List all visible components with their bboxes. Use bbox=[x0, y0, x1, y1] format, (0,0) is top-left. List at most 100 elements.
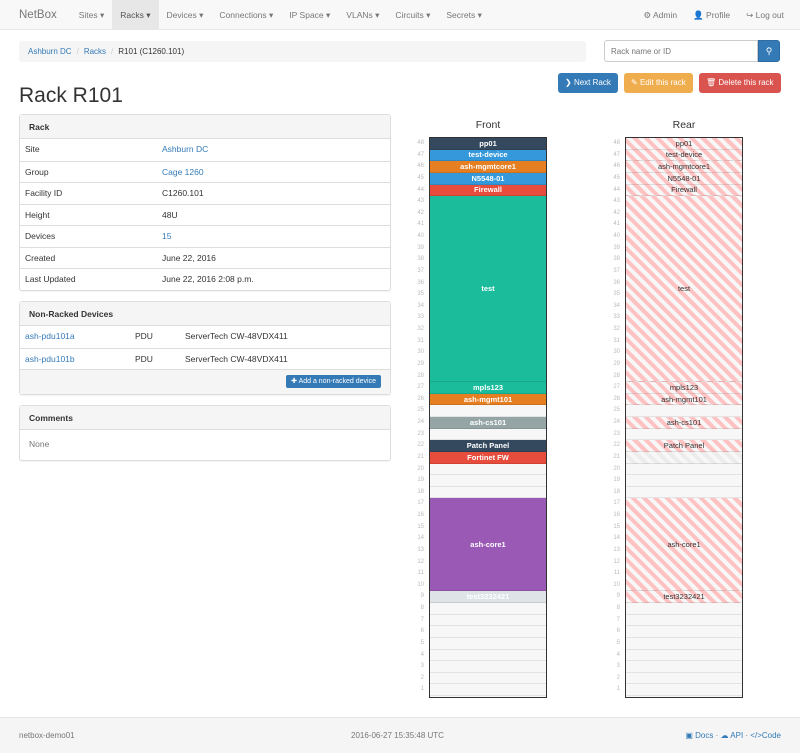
docs-link[interactable]: ▣ Docs bbox=[685, 731, 714, 740]
front-device[interactable]: test3232421 bbox=[430, 591, 546, 603]
front-unit-7 bbox=[430, 615, 546, 627]
caret-down-icon: ▾ bbox=[323, 9, 331, 20]
front-unit-5 bbox=[430, 638, 546, 650]
rear-unit-8 bbox=[626, 603, 742, 615]
comments-panel: Comments None bbox=[19, 405, 391, 461]
page-title: Rack R101 bbox=[19, 84, 123, 107]
front-device[interactable]: Patch Panel bbox=[430, 440, 546, 452]
front-device[interactable]: Firewall bbox=[430, 184, 546, 197]
rack-attr-row: Group Cage 1260 bbox=[20, 160, 390, 183]
front-device[interactable]: mpls123 bbox=[430, 382, 546, 394]
nav-devices[interactable]: Devices ▾ bbox=[166, 9, 204, 20]
nav-ip-space[interactable]: IP Space ▾ bbox=[289, 9, 331, 20]
unit-number: 8 bbox=[420, 605, 424, 611]
nav-connections[interactable]: Connections ▾ bbox=[219, 9, 274, 20]
unit-number: 5 bbox=[420, 639, 424, 646]
unit-number: 23 bbox=[417, 430, 424, 437]
front-device[interactable]: test bbox=[430, 196, 546, 383]
rear-device[interactable]: mpls123 bbox=[626, 382, 742, 394]
front-device[interactable]: ash-cs101 bbox=[430, 417, 546, 429]
unit-number: 36 bbox=[417, 279, 424, 286]
caret-down-icon: ▾ bbox=[266, 9, 274, 20]
nav-admin[interactable]: ⚙ Admin bbox=[635, 0, 685, 30]
front-unit-8 bbox=[430, 603, 546, 615]
rear-device[interactable]: N5548-01 bbox=[626, 172, 742, 185]
device-role: PDU bbox=[135, 353, 153, 364]
caret-down-icon: ▾ bbox=[423, 9, 431, 20]
front-device[interactable]: ash-mgmt101 bbox=[430, 393, 546, 406]
unit-number: 10 bbox=[417, 581, 424, 588]
nav-vlans[interactable]: VLANs ▾ bbox=[346, 9, 380, 20]
rear-device[interactable]: ash-cs101 bbox=[626, 417, 742, 429]
next-rack-button[interactable]: ❯ Next Rack bbox=[558, 73, 618, 93]
rear-device[interactable]: test-device bbox=[626, 149, 742, 162]
brand-logo[interactable]: NetBox bbox=[19, 8, 57, 21]
nav-racks[interactable]: Racks ▾ bbox=[112, 0, 159, 30]
unit-number: 12 bbox=[613, 558, 620, 565]
unit-number: 1 bbox=[616, 686, 620, 693]
unit-number: 18 bbox=[417, 488, 424, 495]
cloud-icon: ☁ bbox=[720, 731, 731, 740]
rear-device[interactable]: ash-core1 bbox=[626, 498, 742, 592]
unit-number: 9 bbox=[616, 593, 620, 600]
rear-device[interactable]: test bbox=[626, 196, 742, 383]
rack-front: pp01 test-device ash-mgmtcore1 N5548-01 Fire… bbox=[429, 137, 547, 698]
device-link[interactable]: ash-pdu101a bbox=[25, 331, 75, 341]
front-device[interactable]: N5548-01 bbox=[430, 172, 546, 185]
unit-number: 37 bbox=[417, 267, 424, 274]
code-link[interactable]: </>Code bbox=[750, 731, 781, 740]
rear-device[interactable]: ash-mgmtcore1 bbox=[626, 161, 742, 173]
nav-log-out[interactable]: ↪ Log out bbox=[738, 0, 792, 30]
code-icon: </> bbox=[750, 731, 762, 740]
breadcrumb-racks[interactable]: Racks bbox=[83, 47, 107, 56]
rear-unit-1 bbox=[626, 684, 742, 696]
front-device[interactable]: ash-mgmtcore1 bbox=[430, 161, 546, 173]
rear-unit-23 bbox=[626, 429, 742, 441]
unit-number: 32 bbox=[417, 326, 424, 332]
delete-rack-button[interactable]: 🗑 Delete this rack bbox=[699, 73, 781, 93]
unit-number: 25 bbox=[613, 407, 620, 414]
add-nonracked-device-button[interactable]: ✚ Add a non-racked device bbox=[286, 375, 381, 388]
front-device[interactable]: pp01 bbox=[430, 138, 546, 150]
attr-value[interactable]: Ashburn DC bbox=[162, 144, 209, 154]
unit-number: 40 bbox=[417, 233, 424, 239]
attr-value[interactable]: 15 bbox=[162, 231, 172, 241]
unit-number: 47 bbox=[417, 151, 424, 158]
rear-device[interactable] bbox=[626, 451, 742, 464]
breadcrumb-current: R101 (C1260.101) bbox=[118, 47, 185, 56]
unit-number: 29 bbox=[417, 360, 424, 367]
rear-device[interactable]: test3232421 bbox=[626, 591, 742, 603]
nav-sites[interactable]: Sites ▾ bbox=[78, 9, 105, 20]
nav-profile[interactable]: 👤 Profile bbox=[685, 0, 738, 30]
api-link[interactable]: ☁ API bbox=[720, 731, 744, 740]
unit-number: 24 bbox=[417, 419, 424, 425]
unit-number: 22 bbox=[613, 442, 620, 449]
unit-number: 6 bbox=[616, 628, 620, 635]
unit-number: 23 bbox=[613, 430, 620, 437]
front-device[interactable]: ash-core1 bbox=[430, 498, 546, 592]
rear-device[interactable]: ash-mgmt101 bbox=[626, 393, 742, 406]
search-button[interactable]: ⚲ bbox=[758, 40, 780, 62]
unit-number: 31 bbox=[613, 337, 620, 344]
caret-down-icon: ▾ bbox=[97, 9, 105, 20]
unit-number: 1 bbox=[420, 686, 424, 693]
rear-device[interactable]: pp01 bbox=[626, 138, 742, 150]
nav-circuits[interactable]: Circuits ▾ bbox=[395, 9, 431, 20]
chevron-right-icon: ❯ bbox=[565, 78, 574, 87]
unit-number: 9 bbox=[420, 593, 424, 600]
nav-label: Log out bbox=[755, 9, 784, 20]
unit-number: 25 bbox=[417, 407, 424, 414]
rear-device[interactable]: Firewall bbox=[626, 184, 742, 197]
front-device[interactable]: Fortinet FW bbox=[430, 451, 546, 464]
rear-device[interactable]: Patch Panel bbox=[626, 440, 742, 452]
search-input[interactable] bbox=[604, 40, 758, 62]
nav-secrets[interactable]: Secrets ▾ bbox=[446, 9, 482, 20]
unit-number: 36 bbox=[613, 279, 620, 286]
edit-rack-button[interactable]: ✎ Edit this rack bbox=[624, 73, 693, 93]
device-type: ServerTech CW-48VDX411 bbox=[185, 353, 288, 364]
front-device[interactable]: test-device bbox=[430, 149, 546, 162]
device-link[interactable]: ash-pdu101b bbox=[25, 353, 75, 364]
rack-attr-row: Height 48U bbox=[20, 203, 390, 226]
attr-value[interactable]: Cage 1260 bbox=[162, 166, 204, 177]
breadcrumb-site[interactable]: Ashburn DC bbox=[28, 47, 72, 56]
